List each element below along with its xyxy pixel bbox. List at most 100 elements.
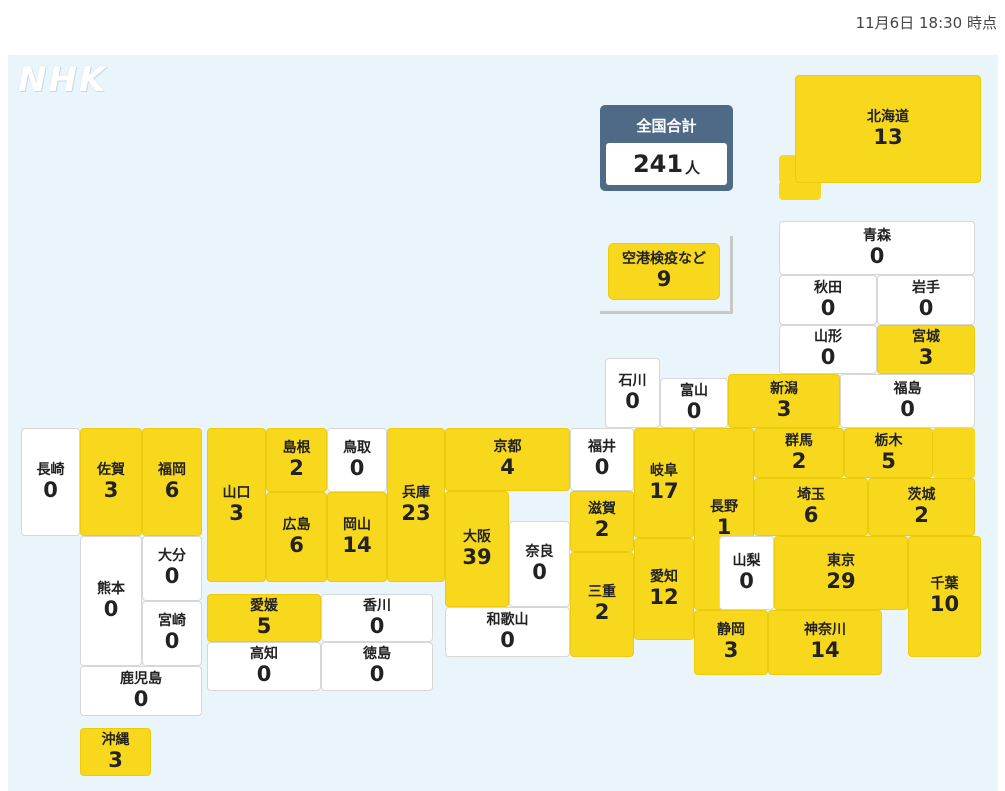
prefecture-yamaguchi-count: 3 [229,500,244,525]
prefecture-kagawa-count: 0 [369,613,385,638]
prefecture-oita[interactable]: 大分 0 [142,536,202,601]
prefecture-saitama-name: 埼玉 [797,486,825,503]
prefecture-gifu[interactable]: 岐阜 17 [634,428,694,538]
prefecture-tokushima-count: 0 [369,662,385,687]
prefecture-tochigi[interactable]: 栃木 5 [844,428,933,478]
prefecture-kagawa[interactable]: 香川 0 [321,594,433,642]
prefecture-shiga[interactable]: 滋賀 2 [570,491,634,552]
prefecture-hokkaido-count: 13 [873,124,903,149]
prefecture-aomori[interactable]: 青森 0 [779,221,975,275]
prefecture-tochigi-count: 5 [881,448,896,473]
prefecture-toyama[interactable]: 富山 0 [660,378,728,428]
prefecture-hokkaido[interactable]: 北海道 13 [795,75,981,183]
prefecture-hokkaido-name: 北海道 [867,108,909,125]
prefecture-kochi[interactable]: 高知 0 [207,642,321,691]
prefecture-okayama[interactable]: 岡山 14 [327,492,387,582]
prefecture-saitama-count: 6 [803,502,819,527]
prefecture-kochi-name: 高知 [250,646,278,663]
prefecture-toyama-name: 富山 [680,382,708,399]
prefecture-ibaraki[interactable]: 茨城 2 [868,478,975,536]
prefecture-nagasaki[interactable]: 長崎 0 [21,428,80,536]
prefecture-nagano-count: 1 [716,514,732,539]
prefecture-tokushima[interactable]: 徳島 0 [321,642,433,691]
prefecture-ishikawa-count: 0 [625,388,640,413]
prefecture-yamanashi-count: 0 [739,568,754,593]
prefecture-niigata[interactable]: 新潟 3 [728,374,840,428]
prefecture-saga-count: 3 [103,477,119,502]
prefecture-wakayama[interactable]: 和歌山 0 [445,607,570,657]
prefecture-mie[interactable]: 三重 2 [570,552,634,657]
prefecture-akita[interactable]: 秋田 0 [779,275,877,325]
prefecture-aichi-count: 12 [649,584,679,609]
prefecture-gunma[interactable]: 群馬 2 [754,428,844,478]
prefecture-okinawa-count: 3 [108,747,123,772]
prefecture-akita-name: 秋田 [814,279,842,296]
prefecture-kumamoto-count: 0 [103,596,119,621]
prefecture-tottori-name: 鳥取 [343,439,371,456]
prefecture-wakayama-count: 0 [500,627,515,652]
prefecture-miyagi[interactable]: 宮城 3 [877,325,975,374]
prefecture-shimane[interactable]: 島根 2 [266,428,327,492]
prefecture-kagawa-name: 香川 [363,597,391,614]
prefecture-kyoto-count: 4 [500,455,515,480]
prefecture-chiba-count: 10 [929,592,960,617]
prefecture-okayama-count: 14 [342,532,372,557]
prefecture-toyama-count: 0 [686,398,702,423]
prefecture-tochigi-name: 栃木 [874,432,903,449]
prefecture-yamanashi-name: 山梨 [732,552,761,569]
prefecture-ibaraki-count: 2 [914,502,929,527]
prefecture-ehime-name: 愛媛 [250,597,278,614]
prefecture-saga[interactable]: 佐賀 3 [80,428,142,536]
prefecture-kagoshima-name: 鹿児島 [120,670,162,687]
prefecture-fukui[interactable]: 福井 0 [570,428,634,491]
prefecture-shimane-count: 2 [289,455,304,480]
prefecture-hyogo[interactable]: 兵庫 23 [387,428,445,582]
prefecture-yamagata-count: 0 [820,345,836,370]
prefecture-miyazaki-count: 0 [164,629,180,654]
airport-quarantine-box[interactable]: 空港検疫など 9 [608,243,720,300]
prefecture-ibaraki-name: 茨城 [907,486,936,503]
prefecture-hiroshima-count: 6 [289,532,304,557]
prefecture-yamanashi[interactable]: 山梨 0 [719,536,774,610]
prefecture-yamaguchi[interactable]: 山口 3 [207,428,266,582]
prefecture-yamagata[interactable]: 山形 0 [779,325,877,374]
prefecture-hiroshima[interactable]: 広島 6 [266,492,327,582]
prefecture-osaka[interactable]: 大阪 39 [445,491,509,607]
nhk-logo: NHK [18,60,108,100]
prefecture-kyoto-name: 京都 [493,439,522,456]
prefecture-okinawa[interactable]: 沖縄 3 [80,728,151,776]
prefecture-fukushima-count: 0 [900,396,915,421]
prefecture-aichi[interactable]: 愛知 12 [634,538,694,640]
prefecture-saitama[interactable]: 埼玉 6 [754,478,868,536]
ibaraki-extension [933,428,975,478]
prefecture-hyogo-count: 23 [401,500,431,525]
prefecture-fukushima[interactable]: 福島 0 [840,374,975,428]
prefecture-kumamoto[interactable]: 熊本 0 [80,536,142,666]
prefecture-fukuoka-count: 6 [164,477,180,502]
prefecture-kagoshima-count: 0 [133,686,149,711]
prefecture-shizuoka[interactable]: 静岡 3 [694,610,768,675]
prefecture-tottori-count: 0 [349,455,365,480]
prefecture-ehime-count: 5 [256,613,272,638]
prefecture-niigata-name: 新潟 [770,380,798,397]
prefecture-nagasaki-name: 長崎 [36,461,65,478]
national-total-unit: 人 [685,158,701,177]
prefecture-okayama-name: 岡山 [343,516,371,533]
prefecture-ehime[interactable]: 愛媛 5 [207,594,321,642]
prefecture-saga-name: 佐賀 [97,461,125,478]
prefecture-kagoshima[interactable]: 鹿児島 0 [80,666,202,716]
prefecture-aomori-name: 青森 [863,227,891,244]
prefecture-gifu-name: 岐阜 [650,462,678,479]
prefecture-tottori[interactable]: 鳥取 0 [327,428,387,492]
prefecture-kyoto[interactable]: 京都 4 [445,428,570,491]
prefecture-miyazaki[interactable]: 宮崎 0 [142,601,202,666]
prefecture-kanagawa[interactable]: 神奈川 14 [768,610,882,675]
prefecture-nara[interactable]: 奈良 0 [509,521,570,607]
prefecture-fukuoka[interactable]: 福岡 6 [142,428,202,536]
prefecture-okinawa-name: 沖縄 [101,731,130,748]
prefecture-ishikawa[interactable]: 石川 0 [605,358,660,428]
prefecture-chiba[interactable]: 千葉 10 [908,536,981,657]
prefecture-tokyo[interactable]: 東京 29 [774,536,908,610]
prefecture-iwate-count: 0 [918,295,934,320]
prefecture-iwate[interactable]: 岩手 0 [877,275,975,325]
